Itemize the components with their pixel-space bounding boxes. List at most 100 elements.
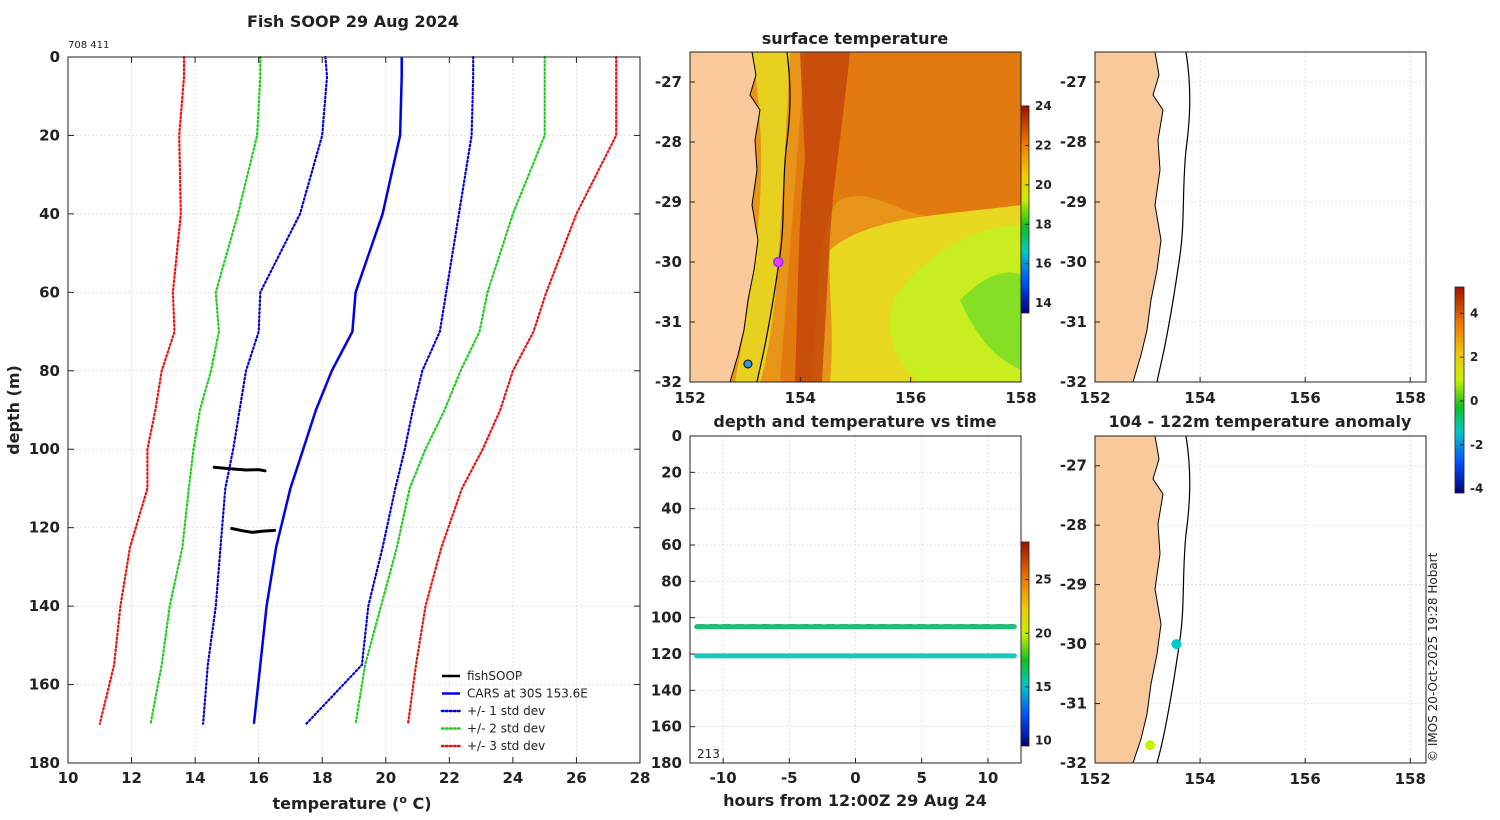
td-cb-tick-label: 10 [1035, 734, 1052, 748]
map-tick-label-y: -32 [1060, 373, 1087, 391]
map-tick-label-x: 152 [674, 389, 705, 407]
map-tick-label-x: 158 [1395, 389, 1426, 407]
am-points [1145, 639, 1182, 751]
profile-grid [67, 56, 641, 764]
am-cb-tick-label: -4 [1470, 482, 1483, 496]
td-tick-label-x: -10 [710, 769, 737, 787]
profile-tick-label-x: 18 [312, 769, 333, 787]
track-map: 152 154 156 158 -27 -28 -29 -30 -31 -32 [1060, 51, 1427, 407]
map-tick-label-y: -28 [1060, 516, 1087, 534]
map-tick-label-y: -29 [1060, 193, 1087, 211]
profile-tick-label-y: 180 [29, 754, 60, 772]
td-tick-label-x: 5 [916, 769, 926, 787]
map-tick-label-x: 156 [1290, 389, 1321, 407]
profile-fishsoop-segment-0 [212, 465, 267, 473]
legend-label: CARS at 30S 153.6E [467, 687, 588, 701]
td-tick-label-y: 40 [661, 500, 682, 518]
map-tick-label-y: -29 [1060, 576, 1087, 594]
td-tick-label-y: 100 [651, 609, 682, 627]
sst-field-shelf [735, 52, 790, 382]
am-cb-tick-label: 2 [1470, 350, 1478, 364]
td-cb-tick-label: 25 [1035, 573, 1052, 587]
sst-title: surface temperature [762, 29, 949, 48]
profile-tick-label-x: 26 [566, 769, 587, 787]
am-point-1 [1145, 740, 1156, 751]
profile-fishsoop-segment-1 [230, 527, 277, 534]
tm-frame [1094, 51, 1427, 383]
td-title: depth and temperature vs time [713, 412, 996, 431]
legend-label: +/- 1 std dev [467, 704, 545, 718]
profile-tick-label-y: 0 [50, 48, 60, 66]
profile-fishsoop [212, 465, 277, 534]
map-tick-label-y: -27 [655, 73, 682, 91]
am-colorbar-ticks: 4 2 0 -2 -4 [1460, 306, 1483, 496]
am-ticks: 152 154 156 158 -27 -28 -29 -30 -31 -32 [1060, 457, 1426, 788]
profile-tick-label-x: 24 [502, 769, 523, 787]
profile-series-line-3 [149, 55, 262, 725]
profile-tick-label-y: 160 [29, 676, 60, 694]
am-cb-tick-label: 4 [1470, 306, 1478, 320]
map-tick-label-y: -30 [655, 253, 682, 271]
profile-tick-label-x: 28 [630, 769, 651, 787]
sst-ticks: 152 154 156 158 -27 -28 -29 -30 -31 -32 [655, 73, 1037, 407]
legend-label: fishSOOP [467, 669, 522, 683]
profile-tick-label-y: 100 [29, 440, 60, 458]
td-tick-label-y: 160 [651, 718, 682, 736]
map-tick-label-y: -27 [1060, 457, 1087, 475]
profile-legend: fishSOOP CARS at 30S 153.6E +/- 1 std dev +… [440, 669, 588, 753]
map-tick-label-y: -31 [1060, 695, 1087, 713]
profile-tick-label-x: 10 [58, 769, 79, 787]
am-point-0 [1171, 639, 1182, 650]
tm-ticks: 152 154 156 158 -27 -28 -29 -30 -31 -32 [1060, 73, 1426, 407]
am-colorbar [1454, 286, 1465, 494]
td-tick-label-y: 140 [651, 681, 682, 699]
td-grid [690, 435, 1021, 764]
am-cb-tick-label: 0 [1470, 394, 1478, 408]
profile-chart: Fish SOOP 29 Aug 2024 708 411 10 12 14 16 18… [4, 12, 650, 813]
map-tick-label-y: -32 [1060, 754, 1087, 772]
profile-series-line-1 [202, 55, 329, 725]
sst-isobath [756, 51, 791, 383]
profile-tick-label-x: 14 [185, 769, 206, 787]
td-tick-label-y: 20 [661, 463, 682, 481]
map-tick-label-x: 152 [1079, 770, 1110, 788]
sst-cb-tick-label: 14 [1035, 296, 1052, 310]
profile-series-line-4 [354, 55, 546, 725]
profile-series [98, 55, 618, 725]
credit-text: © IMOS 20-Oct-2025 19:28 Hobart [1426, 552, 1440, 762]
am-title: 104 - 122m temperature anomaly [1109, 412, 1412, 431]
map-tick-label-y: -31 [1060, 313, 1087, 331]
sst-field-coolest [960, 272, 1021, 370]
tm-land [1094, 51, 1164, 383]
sst-cb-tick-label: 20 [1035, 178, 1052, 192]
td-tick-label-y: 180 [651, 754, 682, 772]
td-tick-label-y: 80 [661, 572, 682, 590]
profile-series-line-5 [98, 55, 186, 725]
td-cb-tick-label: 20 [1035, 626, 1052, 640]
profile-tick-label-x: 16 [248, 769, 269, 787]
profile-tick-label-y: 140 [29, 597, 60, 615]
profile-tick-label-y: 80 [39, 362, 60, 380]
profile-frame [67, 56, 641, 764]
profile-series-line-0 [252, 57, 403, 724]
td-tick-label-x: 10 [977, 769, 998, 787]
am-land [1094, 435, 1164, 764]
map-tick-label-x: 154 [1184, 770, 1215, 788]
td-series [694, 624, 1017, 659]
profile-series-line-6 [406, 55, 618, 725]
profile-ylabel: depth (m) [4, 365, 23, 455]
profile-tick-label-y: 120 [29, 519, 60, 537]
map-tick-label-x: 154 [1184, 389, 1215, 407]
map-tick-label-x: 158 [1395, 770, 1426, 788]
profile-tick-label-x: 20 [375, 769, 396, 787]
profile-tick-label-y: 60 [39, 283, 60, 301]
td-tick-label-y: 60 [661, 536, 682, 554]
td-tick-label-y: 120 [651, 645, 682, 663]
map-tick-label-y: -28 [1060, 133, 1087, 151]
map-tick-label-x: 152 [1079, 389, 1110, 407]
map-tick-label-y: -29 [655, 193, 682, 211]
profile-id-label: 708 411 [68, 40, 109, 51]
profile-tick-label-x: 12 [121, 769, 142, 787]
